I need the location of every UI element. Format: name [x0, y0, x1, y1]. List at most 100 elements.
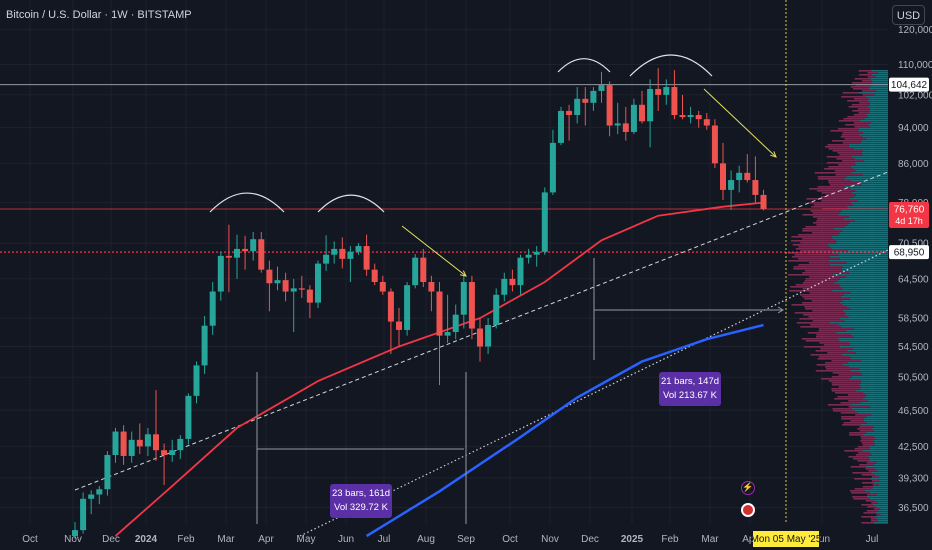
volume-profile-bar: [862, 174, 888, 176]
volume-profile-bar: [803, 314, 846, 316]
candle-body: [541, 192, 548, 252]
volume-profile-bar: [849, 356, 888, 358]
volume-profile-bar: [876, 514, 881, 516]
x-tick-label: 2025: [621, 534, 644, 545]
volume-profile-bar: [849, 222, 888, 224]
volume-profile-bar: [820, 348, 854, 350]
volume-profile-bar: [875, 438, 888, 440]
volume-profile-bar: [818, 328, 854, 330]
volume-profile-bar: [826, 194, 856, 196]
volume-profile-bar: [873, 486, 888, 488]
candle-body: [485, 325, 492, 347]
volume-profile-bar: [864, 118, 888, 120]
candle-body: [153, 434, 159, 451]
volume-profile-bar: [802, 230, 843, 232]
lightning-icon[interactable]: ⚡: [741, 481, 755, 495]
volume-profile-bar: [858, 70, 872, 72]
volume-profile-bar: [839, 284, 888, 286]
chart-title: Bitcoin / U.S. Dollar · 1W · BITSTAMP: [6, 9, 192, 21]
volume-profile-bar: [815, 336, 854, 338]
volume-profile-bar: [841, 354, 888, 356]
candle-body: [558, 110, 564, 143]
candle-body: [282, 280, 289, 292]
price-label-countdown: 4d 17h: [895, 216, 923, 226]
volume-profile-bar: [861, 152, 888, 154]
candle-body: [501, 278, 508, 295]
volume-profile-bar: [842, 300, 888, 302]
volume-profile-bar: [795, 248, 832, 250]
x-tick-label: 2024: [135, 534, 158, 545]
volume-profile-bar: [850, 466, 867, 468]
volume-profile-bar: [869, 104, 888, 106]
measure-box-2[interactable]: 21 bars, 147d Vol 213.67 K: [659, 372, 721, 406]
candle-body: [144, 434, 151, 447]
volume-profile-bar: [852, 110, 870, 112]
candle-body: [72, 530, 78, 536]
volume-profile-bar: [854, 196, 888, 198]
volume-profile-bar: [867, 106, 888, 108]
candle-body: [525, 254, 532, 258]
volume-profile-bar: [874, 94, 888, 96]
volume-profile-bar: [853, 348, 888, 350]
volume-profile-bar: [828, 182, 861, 184]
volume-profile-bar: [816, 220, 855, 222]
volume-profile-bar: [867, 400, 888, 402]
candle-body: [120, 431, 127, 456]
double-top-arc: [557, 58, 611, 73]
volume-profile-bar: [861, 504, 873, 506]
volume-profile-bar: [838, 234, 888, 236]
volume-profile-bar: [853, 336, 888, 338]
volume-profile-bar: [853, 114, 867, 116]
volume-profile-bar: [828, 260, 888, 262]
x-tick-label: Mar: [217, 534, 235, 545]
volume-profile-bar: [802, 302, 840, 304]
x-tick-label: Feb: [661, 534, 679, 545]
volume-profile-bar: [802, 228, 835, 230]
volume-profile-bar: [880, 514, 888, 516]
volume-profile-bar: [791, 256, 830, 258]
volume-profile-bar: [867, 506, 877, 508]
volume-profile-bar: [870, 478, 888, 480]
volume-profile-bar: [838, 254, 888, 256]
candle-body: [355, 246, 362, 252]
volume-profile-bar: [866, 394, 888, 396]
volume-profile-bar: [838, 164, 856, 166]
candle-body: [574, 98, 581, 116]
volume-profile-bar: [855, 454, 872, 456]
candle-body: [217, 255, 224, 292]
volume-profile-bar: [845, 312, 888, 314]
candle-body: [96, 489, 103, 495]
volume-profile-bar: [858, 452, 871, 454]
currency-button[interactable]: USD: [892, 5, 925, 25]
candle-body: [258, 239, 265, 270]
x-tick-label: Oct: [502, 534, 518, 545]
measure-box-1[interactable]: 23 bars, 161d Vol 329.72 K: [330, 484, 392, 518]
volume-profile-bar: [870, 86, 888, 88]
volume-profile-bar: [807, 332, 837, 334]
volume-profile-bar: [811, 300, 843, 302]
volume-profile-bar: [799, 318, 840, 320]
price-label-bg: [889, 77, 929, 92]
volume-profile-bar: [859, 430, 874, 432]
volume-profile-bar: [869, 448, 888, 450]
volume-profile-bar: [851, 202, 888, 204]
volume-profile-bar: [859, 74, 873, 76]
volume-profile-bar: [866, 432, 888, 434]
volume-profile-bar: [867, 494, 877, 496]
y-tick-label: 120,000: [898, 25, 932, 36]
candle-body: [315, 263, 321, 303]
candle-body: [242, 248, 249, 252]
us-flag-icon[interactable]: [741, 503, 755, 517]
volume-profile-bar: [849, 490, 865, 492]
volume-profile-bar: [841, 270, 888, 272]
volume-profile-bar: [859, 120, 888, 122]
volume-profile-bar: [826, 156, 852, 158]
volume-profile-bar: [840, 402, 861, 404]
volume-profile-bar: [880, 508, 888, 510]
volume-profile-bar: [828, 380, 861, 382]
volume-profile-bar: [849, 342, 888, 344]
volume-profile-bar: [844, 320, 888, 322]
volume-profile-bar: [849, 344, 888, 346]
volume-profile-bar: [805, 308, 851, 310]
